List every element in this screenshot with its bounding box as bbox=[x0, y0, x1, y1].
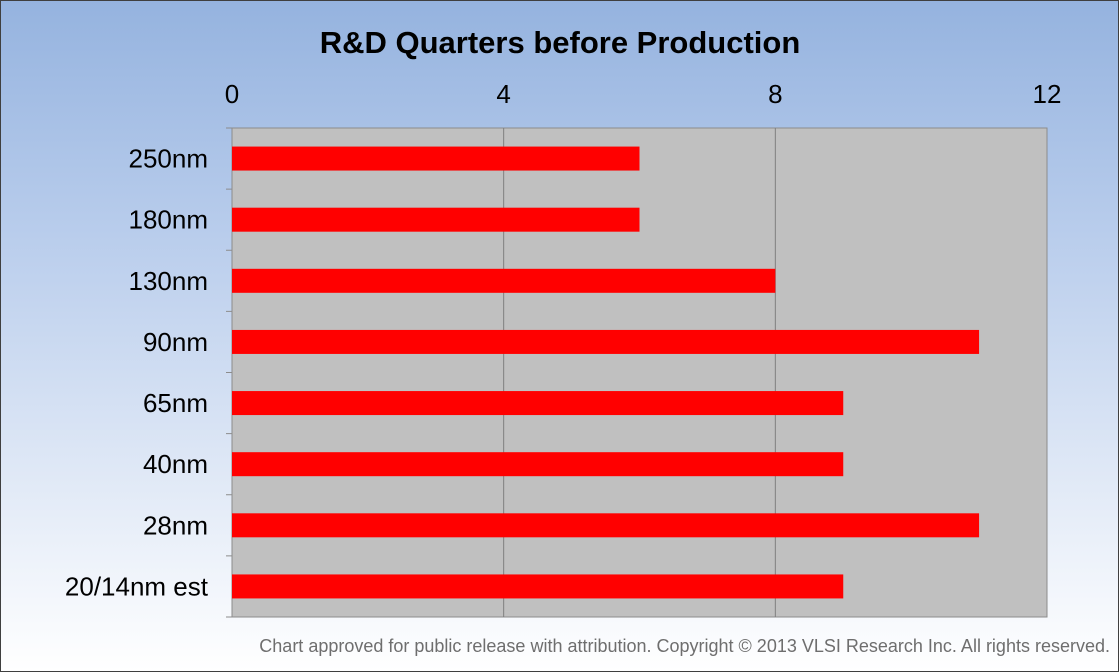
bar-90nm bbox=[232, 329, 980, 354]
category-label: 40nm bbox=[143, 449, 208, 479]
bar-40nm bbox=[232, 452, 844, 477]
bar-65nm bbox=[232, 391, 844, 416]
category-label: 65nm bbox=[143, 388, 208, 418]
bars bbox=[232, 146, 980, 599]
category-label: 28nm bbox=[143, 510, 208, 540]
y-axis-categories: 250nm 180nm 130nm 90nm 65nm 40nm 28nm 20/14nm e… bbox=[65, 144, 209, 602]
plot-area bbox=[231, 127, 1048, 618]
bar-250nm bbox=[232, 146, 640, 171]
chart-title: R&D Quarters before Production bbox=[320, 25, 801, 60]
x-tick-label-12: 12 bbox=[1033, 79, 1062, 109]
x-axis-ticks: 0 4 8 12 bbox=[225, 79, 1062, 109]
x-tick-label-0: 0 bbox=[225, 79, 239, 109]
copyright-notice: Chart approved for public release with a… bbox=[259, 636, 1110, 656]
category-label: 250nm bbox=[129, 144, 209, 174]
category-label: 130nm bbox=[129, 266, 209, 296]
x-tick-label-8: 8 bbox=[768, 79, 782, 109]
category-label: 90nm bbox=[143, 327, 208, 357]
category-label: 180nm bbox=[129, 205, 209, 235]
bar-20-14nm-est bbox=[232, 574, 844, 599]
category-label: 20/14nm est bbox=[65, 571, 209, 601]
bar-130nm bbox=[232, 268, 776, 293]
bar-180nm bbox=[232, 207, 640, 232]
bar-28nm bbox=[232, 513, 980, 538]
x-tick-label-4: 4 bbox=[496, 79, 510, 109]
